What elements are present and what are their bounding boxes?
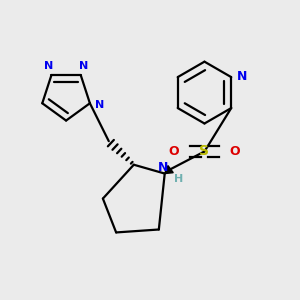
Text: N: N xyxy=(95,100,104,110)
Text: H: H xyxy=(174,174,183,184)
Text: O: O xyxy=(230,145,240,158)
Text: N: N xyxy=(44,61,54,70)
Text: N: N xyxy=(158,161,168,175)
Polygon shape xyxy=(165,166,173,174)
Text: O: O xyxy=(169,145,179,158)
Text: S: S xyxy=(200,145,209,158)
Text: N: N xyxy=(237,70,247,83)
Text: N: N xyxy=(79,61,88,70)
